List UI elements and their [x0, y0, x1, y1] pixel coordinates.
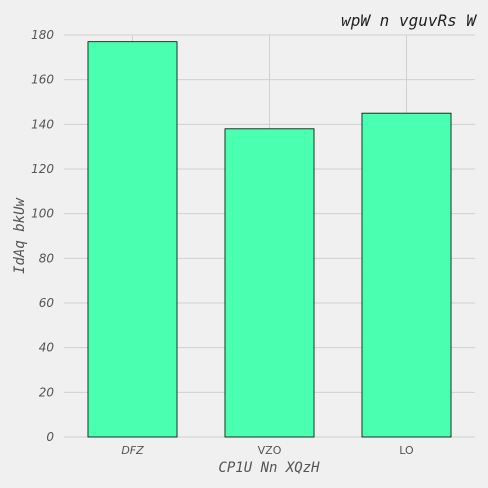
- y-tick-label: 60: [39, 296, 55, 310]
- y-tick-label: 40: [39, 341, 55, 355]
- y-tick-label: 100: [31, 207, 54, 221]
- bar-lo: [361, 112, 452, 438]
- y-tick-label: 180: [31, 28, 54, 42]
- x-tick-label: DFZ: [121, 444, 144, 457]
- y-tick-label: 140: [31, 117, 54, 131]
- x-tick-labels: DFZ VZO LO: [121, 444, 414, 457]
- bars: [87, 41, 452, 438]
- x-tick-label: VZO: [258, 444, 282, 457]
- bar-vzo: [224, 128, 315, 438]
- chart-title: wpW n vguvRs W: [341, 11, 477, 30]
- bar-dfz: [87, 41, 178, 438]
- x-tick-label: LO: [399, 444, 414, 457]
- y-tick-labels: 0 20 40 60 80 100 120 140 160 180: [31, 28, 54, 444]
- y-axis-label: IdAq bkUw: [12, 198, 28, 274]
- y-tick-label: 0: [46, 430, 54, 444]
- y-tick-label: 160: [31, 73, 54, 87]
- y-tick-label: 20: [39, 385, 55, 399]
- y-tick-label: 80: [39, 251, 55, 265]
- y-tick-label: 120: [31, 162, 54, 176]
- x-axis-label: CP1U Nn XQzH: [218, 460, 320, 476]
